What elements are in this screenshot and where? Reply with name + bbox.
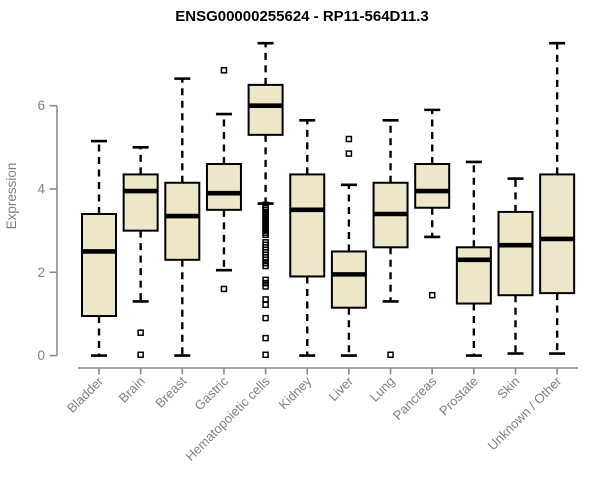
x-tick-label: Pancreas: [390, 373, 440, 423]
boxes-layer: [81, 41, 576, 359]
x-tick-label: Brain: [116, 374, 148, 406]
outlier-point: [220, 67, 228, 74]
iqr-box: [455, 246, 492, 305]
box-group-unknown-other: [539, 41, 576, 355]
outlier-point: [137, 329, 144, 336]
outlier-point: [262, 301, 269, 309]
outlier-point: [262, 256, 269, 264]
outlier-point: [262, 283, 269, 290]
y-tick-label: 6: [37, 98, 45, 113]
box-group-liver: [330, 135, 367, 357]
y-axis-label: Expression: [4, 163, 19, 230]
iqr-box: [539, 173, 576, 295]
box-group-gastric: [205, 67, 242, 293]
outlier-point: [262, 276, 269, 284]
outlier-point: [387, 351, 394, 359]
x-tick-label: Bladder: [64, 373, 107, 416]
iqr-box: [81, 212, 117, 318]
x-tick-label: Liver: [325, 373, 356, 404]
outlier-point: [262, 296, 269, 303]
iqr-box: [247, 83, 284, 136]
outlier-point: [345, 150, 353, 157]
x-tick-label: Breast: [152, 373, 189, 410]
outlier-point: [262, 231, 269, 239]
box-group-skin: [497, 177, 534, 355]
outlier-point: [262, 351, 269, 359]
outlier-point: [345, 135, 353, 143]
outlier-point: [262, 262, 269, 270]
outlier-point: [428, 291, 436, 299]
x-tick-label: Unknown / Other: [485, 373, 565, 453]
x-tick-label: Kidney: [276, 373, 315, 412]
box-group-kidney: [289, 118, 326, 357]
x-tick-label: Skin: [494, 374, 522, 402]
chart-title: ENSG00000255624 - RP11-564D11.3: [175, 8, 429, 25]
outlier-point: [262, 279, 269, 287]
outlier-point: [262, 314, 269, 322]
y-tick-label: 2: [37, 265, 45, 280]
box-group-prostate: [455, 160, 492, 357]
box-group-bladder: [81, 139, 117, 357]
box-group-pancreas: [414, 108, 451, 299]
box-group-lung: [372, 118, 409, 359]
box-group-brain: [122, 146, 159, 359]
outlier-point: [220, 285, 228, 293]
iqr-box: [414, 163, 451, 209]
x-tick-label: Prostate: [436, 374, 481, 419]
iqr-box: [497, 210, 534, 297]
y-tick-label: 0: [37, 348, 45, 363]
iqr-box: [330, 250, 367, 309]
iqr-box: [122, 173, 159, 232]
box-group-breast: [164, 77, 201, 357]
y-tick-label: 4: [37, 182, 45, 197]
iqr-box: [289, 173, 326, 278]
outlier-point: [262, 334, 269, 342]
iqr-box: [205, 163, 242, 211]
x-tick-label: Lung: [367, 374, 398, 405]
outlier-point: [137, 351, 144, 359]
iqr-box: [164, 181, 201, 261]
box-group-hematopoietic-cells: [247, 41, 284, 359]
x-tick-label: Gastric: [191, 373, 231, 413]
